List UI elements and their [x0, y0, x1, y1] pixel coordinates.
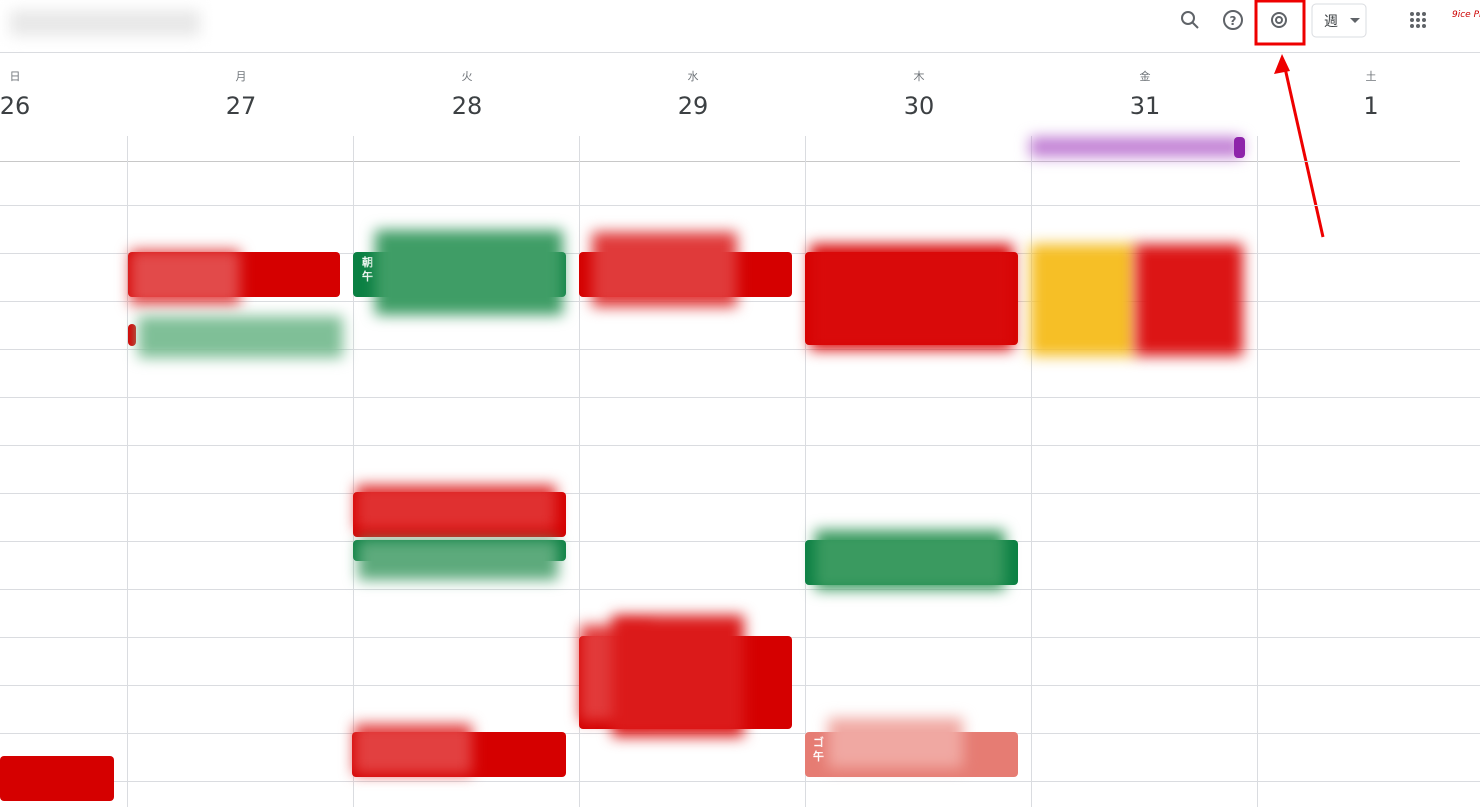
date-number[interactable]: 30 [903, 92, 935, 120]
day-divider [127, 136, 128, 807]
hour-line [0, 349, 1480, 350]
hour-line [0, 589, 1480, 590]
event-text: 朝午 [362, 256, 373, 283]
weekday-label: 水 [687, 70, 699, 83]
date-number[interactable]: 29 [677, 92, 709, 120]
weekday-label: 月 [235, 70, 247, 83]
hour-line [0, 301, 1480, 302]
day-divider [1031, 136, 1032, 807]
weekday-label: 土 [1365, 70, 1377, 83]
hour-line [0, 493, 1480, 494]
hour-line [0, 205, 1480, 206]
event[interactable] [138, 316, 343, 358]
weekday-label: 日 [9, 70, 21, 83]
day-divider [353, 136, 354, 807]
date-number[interactable]: 31 [1129, 92, 1161, 120]
blurred-title [10, 10, 200, 36]
date-number[interactable]: 27 [225, 92, 257, 120]
weekday-label: 木 [913, 70, 925, 83]
weekday-label: 金 [1139, 70, 1151, 83]
event[interactable] [1030, 137, 1242, 157]
hour-line [0, 541, 1480, 542]
view-label: 週 [1324, 14, 1338, 30]
event[interactable] [1030, 244, 1135, 356]
highlight-box [1254, 0, 1306, 46]
day-divider [805, 136, 806, 807]
date-number[interactable]: 1 [1363, 92, 1379, 120]
event[interactable] [1135, 244, 1243, 356]
day-divider [1257, 136, 1258, 807]
weekday-label: 火 [461, 70, 473, 83]
logo: 9ice Pla [1452, 10, 1480, 20]
help-icon[interactable] [1223, 10, 1243, 30]
search-icon[interactable] [1181, 11, 1195, 25]
date-number[interactable]: 26 [0, 92, 31, 120]
settings-icon[interactable] [1271, 12, 1287, 28]
hour-line [0, 445, 1480, 446]
event[interactable] [0, 756, 114, 801]
apps-icon[interactable] [1410, 12, 1426, 28]
event-text: ゴ午 [813, 736, 824, 763]
hour-line [0, 397, 1480, 398]
date-number[interactable]: 28 [451, 92, 483, 120]
hour-line [0, 781, 1480, 782]
svg-text:?: ? [1230, 14, 1237, 28]
view-button[interactable] [1311, 3, 1367, 38]
day-divider [579, 136, 580, 807]
arrow [1283, 67, 1325, 238]
